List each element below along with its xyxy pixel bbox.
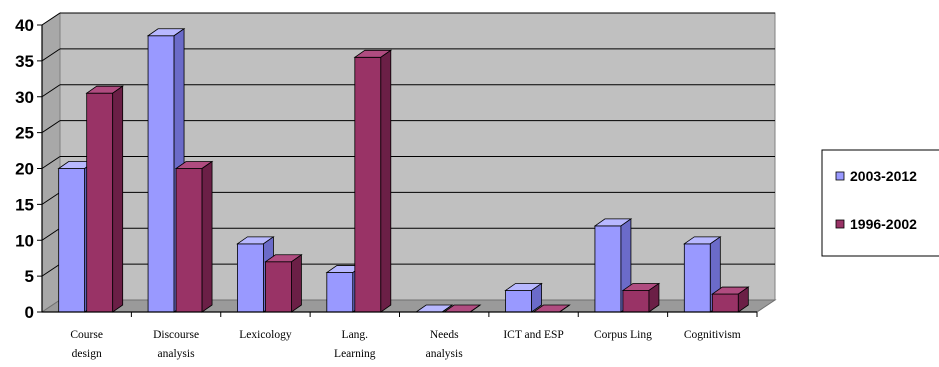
legend: 2003-2012 1996-2002 bbox=[822, 150, 939, 256]
y-tick-label: 40 bbox=[15, 16, 34, 35]
y-tick-label: 20 bbox=[15, 160, 34, 179]
bar-front bbox=[595, 226, 621, 312]
y-tick-label: 10 bbox=[15, 231, 34, 250]
x-axis-tick-labels: Course design Discourse analysis Lexicology L… bbox=[70, 329, 740, 360]
legend-swatch bbox=[836, 172, 844, 180]
bar-front bbox=[176, 169, 202, 313]
bar-front bbox=[237, 244, 263, 312]
x-tick-label: analysis bbox=[158, 348, 196, 360]
x-tick-label: Discourse bbox=[153, 329, 199, 341]
bar-front bbox=[684, 244, 710, 312]
x-tick-label: Learning bbox=[334, 348, 376, 360]
x-tick-label: ICT and ESP bbox=[503, 329, 564, 341]
legend-swatch bbox=[836, 220, 844, 228]
bar-front bbox=[59, 169, 85, 313]
y-tick-label: 15 bbox=[15, 195, 34, 214]
x-tick-label: Cognitivism bbox=[684, 329, 741, 341]
x-tick-label: Lexicology bbox=[239, 329, 292, 341]
y-tick-label: 35 bbox=[15, 52, 34, 71]
bar-front bbox=[87, 93, 113, 312]
bar-front bbox=[506, 290, 532, 312]
y-tick-label: 25 bbox=[15, 124, 34, 143]
bar-front bbox=[712, 294, 738, 312]
bar-front bbox=[327, 273, 353, 312]
bar-side bbox=[291, 255, 301, 312]
x-tick-label: Needs bbox=[430, 329, 459, 341]
x-tick-label: Lang. bbox=[342, 329, 369, 341]
legend-label: 2003-2012 bbox=[850, 168, 917, 184]
y-tick-label: 30 bbox=[15, 88, 34, 107]
bar-side bbox=[202, 162, 212, 313]
legend-box bbox=[822, 150, 939, 256]
legend-label: 1996-2002 bbox=[850, 216, 917, 232]
x-tick-label: analysis bbox=[426, 348, 464, 360]
bar-side bbox=[381, 50, 391, 312]
bar-front bbox=[355, 57, 381, 312]
bar-front bbox=[623, 290, 649, 312]
x-tick-label: Course bbox=[70, 329, 103, 341]
bar-front bbox=[148, 36, 174, 312]
x-tick-label: design bbox=[72, 348, 102, 360]
y-tick-label: 5 bbox=[25, 267, 34, 286]
x-tick-label: Corpus Ling bbox=[594, 329, 652, 341]
y-axis-tick-labels: 0 5 10 15 20 25 30 35 40 bbox=[15, 16, 34, 322]
bar-side bbox=[113, 86, 123, 312]
bar-front bbox=[265, 262, 291, 312]
y-tick-label: 0 bbox=[25, 303, 34, 322]
